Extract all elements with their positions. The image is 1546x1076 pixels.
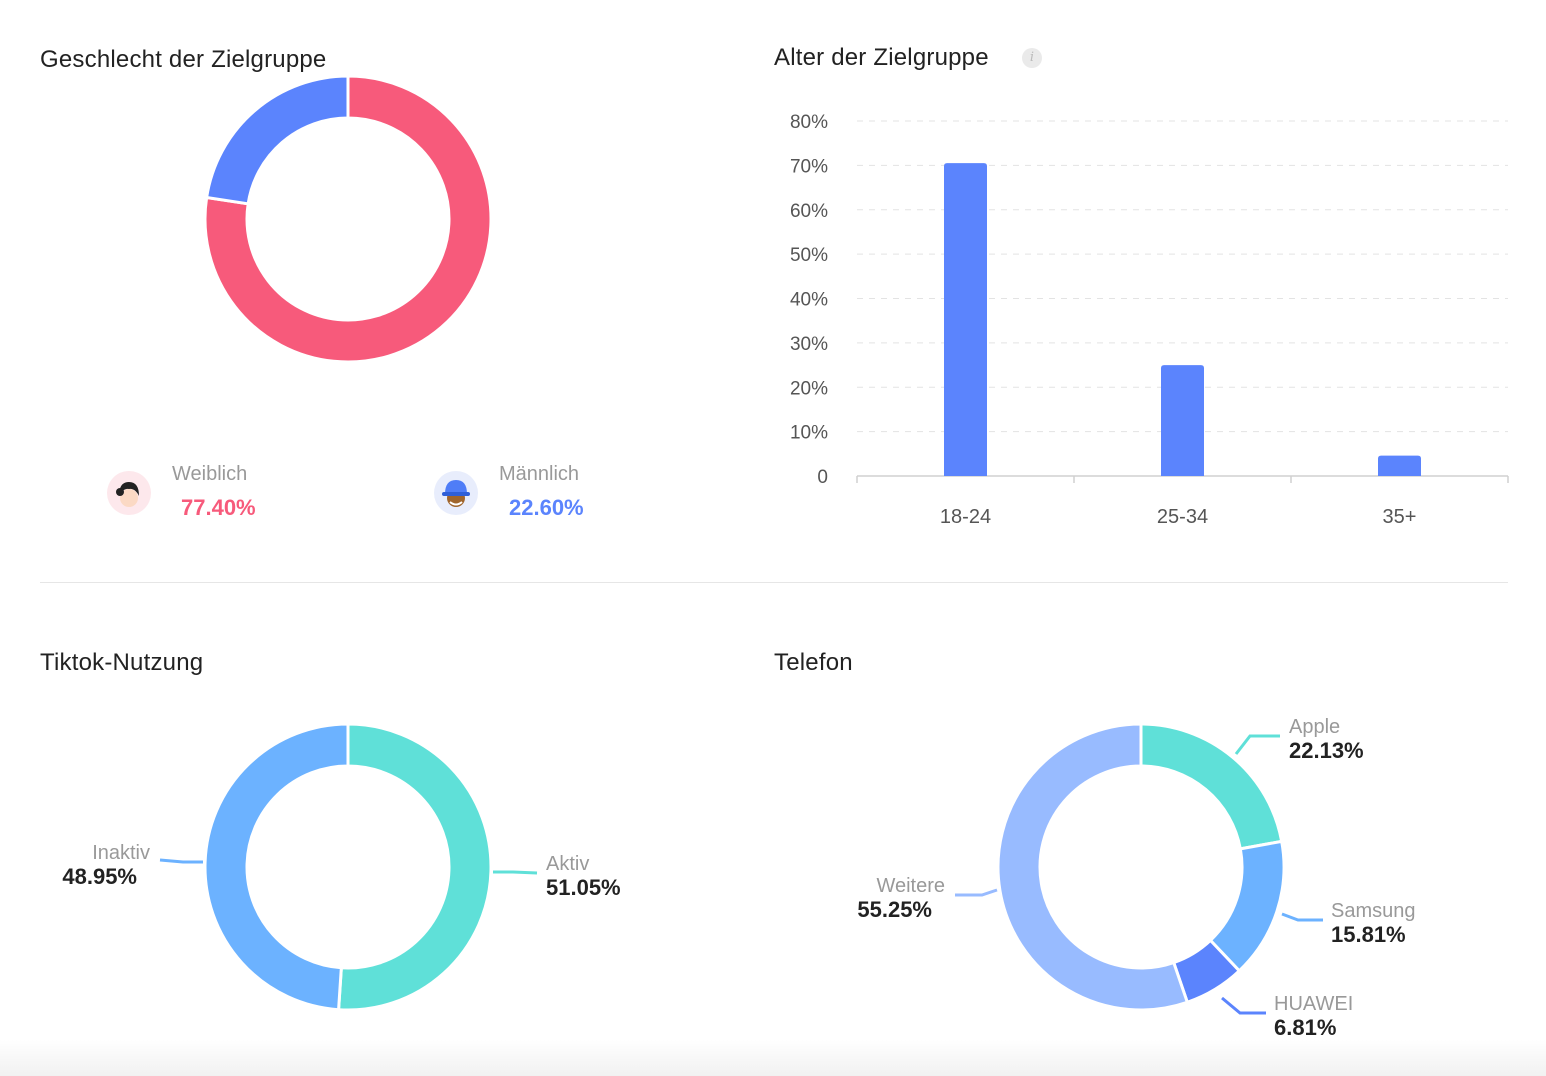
- callout-line-inaktiv: [159, 858, 203, 864]
- info-icon[interactable]: i: [1022, 48, 1042, 68]
- bottom-fade: [0, 1040, 1546, 1076]
- y-tick-label: 80%: [790, 112, 828, 133]
- age-bar-chart: 0 10% 20% 30% 40% 50% 60% 70% 80% 18-24 25-34 35+: [790, 112, 1509, 528]
- y-tick-label: 70%: [790, 156, 828, 177]
- callout-value-aktiv: 51.05%: [546, 875, 621, 900]
- slice-aktiv[interactable]: [336, 722, 493, 1012]
- x-tick-label: 35+: [1383, 506, 1417, 528]
- callout-label-aktiv: Aktiv: [546, 853, 589, 875]
- y-tick-label: 40%: [790, 290, 828, 311]
- gender-legend: Weiblich 77.40% Männlich 22.60%: [107, 463, 584, 520]
- gender-donut: [203, 74, 493, 364]
- phone-callouts: Apple 22.13% Samsung 15.81% HUAWEI 6.81%…: [857, 716, 1415, 1040]
- slice-weiblich[interactable]: [203, 74, 493, 364]
- phone-donut: [996, 722, 1286, 1012]
- age-title: Alter der Zielgruppe: [774, 44, 989, 71]
- callout-value-huawei: 6.81%: [1274, 1015, 1336, 1040]
- callout-line-samsung: [1281, 912, 1323, 922]
- callout-line-weitere: [955, 888, 998, 897]
- x-tick-label: 25-34: [1157, 506, 1208, 528]
- callout-label-samsung: Samsung: [1331, 900, 1416, 922]
- male-avatar-icon: [442, 480, 470, 507]
- callout-label-weitere: Weitere: [876, 875, 945, 897]
- legend-maennlich: Männlich 22.60%: [434, 463, 584, 520]
- y-tick-label: 20%: [790, 378, 828, 399]
- callout-line-apple: [1234, 734, 1280, 755]
- y-tick-label: 0: [817, 467, 828, 488]
- bar-35[interactable]: [1378, 455, 1421, 476]
- legend-weiblich: Weiblich 77.40%: [107, 463, 256, 520]
- female-avatar-icon: [116, 482, 139, 507]
- usage-title: Tiktok-Nutzung: [40, 649, 204, 676]
- slice-inaktiv[interactable]: [203, 722, 350, 1012]
- callout-line-huawei: [1221, 996, 1266, 1015]
- legend-label-maennlich: Männlich: [499, 463, 579, 485]
- slice-apple[interactable]: [1139, 722, 1284, 851]
- y-tick-label: 50%: [790, 245, 828, 266]
- bar-25-34[interactable]: [1161, 365, 1204, 476]
- legend-value-weiblich: 77.40%: [181, 495, 256, 520]
- x-tick-label: 18-24: [940, 506, 991, 528]
- slice-m-nnlich[interactable]: [204, 74, 350, 206]
- callout-line-aktiv: [493, 870, 538, 875]
- usage-callouts: Inaktiv 48.95% Aktiv 51.05%: [62, 842, 620, 900]
- callout-label-huawei: HUAWEI: [1274, 993, 1353, 1015]
- y-tick-label: 10%: [790, 423, 828, 444]
- callout-label-inaktiv: Inaktiv: [92, 842, 150, 864]
- bar-18-24[interactable]: [944, 163, 987, 476]
- section-divider: [40, 582, 1508, 583]
- phone-title: Telefon: [774, 649, 853, 676]
- gender-title: Geschlecht der Zielgruppe: [40, 46, 327, 73]
- y-tick-label: 60%: [790, 201, 828, 222]
- callout-value-apple: 22.13%: [1289, 738, 1364, 763]
- usage-donut: [203, 722, 493, 1012]
- slice-weitere[interactable]: [996, 722, 1190, 1012]
- legend-label-weiblich: Weiblich: [172, 463, 247, 485]
- callout-value-weitere: 55.25%: [857, 897, 932, 922]
- callout-value-inaktiv: 48.95%: [62, 864, 137, 889]
- legend-value-maennlich: 22.60%: [509, 495, 584, 520]
- callout-value-samsung: 15.81%: [1331, 922, 1406, 947]
- callout-label-apple: Apple: [1289, 716, 1340, 738]
- y-tick-label: 30%: [790, 334, 828, 355]
